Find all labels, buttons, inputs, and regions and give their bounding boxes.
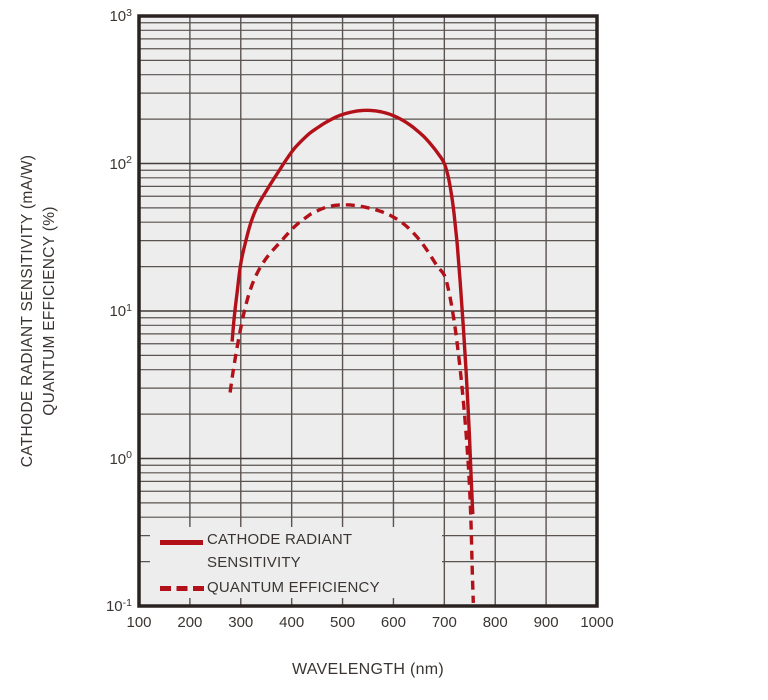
x-axis-title: WAVELENGTH (nm): [291, 661, 445, 678]
x-tick-label: 500: [330, 614, 356, 631]
y-tick-label: 10-1: [105, 596, 132, 616]
x-tick-label: 900: [533, 614, 559, 631]
legend-dashed-line-swatch: [160, 586, 204, 591]
x-tick-label: 400: [279, 614, 305, 631]
x-tick-label: 800: [482, 614, 508, 631]
legend-label-quantum-efficiency: QUANTUM EFFICIENCY: [207, 579, 380, 596]
x-tick-label: 200: [177, 614, 203, 631]
y-tick-label: 101: [109, 301, 132, 321]
x-tick-label: 300: [228, 614, 254, 631]
legend-label-cathode-radiant-line2: SENSITIVITY: [207, 554, 301, 571]
x-tick-label: 1000: [580, 614, 614, 631]
x-tick-label: 100: [126, 614, 152, 631]
y-tick-label: 103: [109, 6, 132, 26]
legend: CATHODE RADIANT SENSITIVITY QUANTUM EFFI…: [150, 527, 442, 598]
y-tick-label: 100: [109, 449, 132, 468]
curve-quantum-efficiency: [228, 203, 475, 603]
y-tick-label: 102: [109, 154, 132, 173]
curve-cathode-radiant-sensitivity: [230, 108, 475, 515]
y-axis-title-line1: CATHODE RADIANT SENSITIVITY (mA/W): [19, 154, 36, 468]
x-tick-label: 700: [431, 614, 457, 631]
legend-solid-line-swatch: [160, 540, 203, 545]
plot-border: [137, 14, 599, 608]
legend-label-cathode-radiant-line1: CATHODE RADIANT: [207, 531, 353, 548]
x-tick-label: 600: [380, 614, 406, 631]
